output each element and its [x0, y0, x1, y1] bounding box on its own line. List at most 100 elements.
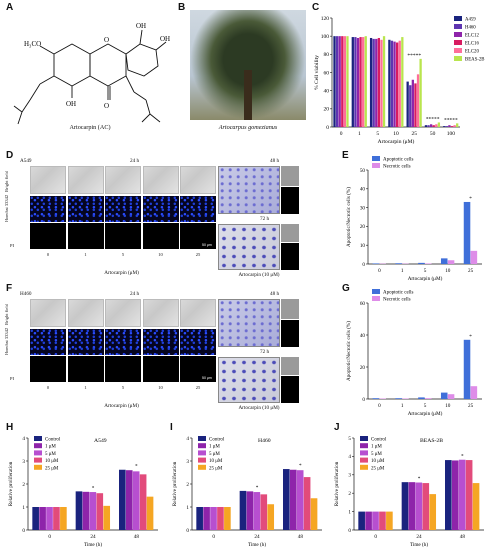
legend-label: H460 — [465, 26, 476, 31]
significance-marker: * — [135, 464, 138, 470]
x-tick-label: 0 — [378, 403, 381, 409]
dose-label-panel_d-25: 25 — [195, 251, 201, 257]
bar-i-24-2 — [253, 492, 261, 530]
bar-i-24-1 — [246, 491, 254, 530]
x-tick-label: 5 — [376, 131, 379, 137]
legend-swatch — [372, 296, 380, 301]
methoxy-label: H₃CO — [24, 40, 41, 48]
panel-label-b: B — [178, 2, 186, 13]
xlabel-10um-d: Artocarpin (10 μM) — [238, 272, 280, 278]
y-tick-label: 5 — [348, 436, 351, 442]
legend-swatch — [198, 457, 206, 463]
proliferation-chart-beas2b: 0 1 2 3 4 5 Relative proliferation Time (h) 0 24 *… — [333, 436, 484, 548]
y-axis-label: Relative proliferation — [171, 461, 178, 506]
bar-h-24-3 — [96, 493, 104, 530]
cell-line-h460: H460 — [20, 291, 32, 297]
inset-72h-a549-bottom — [281, 243, 299, 270]
bar-c-0-4 — [343, 36, 347, 127]
y-tick-label: 4 — [186, 436, 189, 442]
legend-label: Necrotic cells — [383, 298, 411, 303]
legend-swatch — [360, 436, 368, 441]
dose-label-panel_f-10: 10 — [158, 384, 163, 390]
significance-marker: ***** — [444, 117, 458, 123]
bar-g-5-1 — [425, 398, 432, 399]
xlabel-10um-f: Artocarpin (10 μM) — [238, 405, 280, 411]
x-tick-label: 50 — [430, 131, 436, 137]
micrograph-panel_d-pi-0 — [30, 223, 66, 249]
y-tick-label: 4 — [348, 454, 351, 460]
bar-h-24-4 — [103, 505, 111, 530]
bar-c-50-1 — [427, 125, 430, 127]
y-tick-label: 80 — [324, 52, 330, 58]
bar-c-5-0 — [369, 37, 373, 127]
legend-label: 10 μM — [371, 459, 385, 464]
bar-c-0-0 — [333, 36, 336, 127]
dose-label-panel_f-25: 25 — [195, 384, 201, 390]
bar-c-10-0 — [388, 39, 391, 127]
micrograph-panel_f-pi-10 — [142, 356, 179, 382]
y-tick-label: 2 — [22, 482, 25, 488]
bar-g-0-0 — [372, 398, 380, 399]
panel-label-j: J — [334, 422, 340, 433]
inset-48h-a549-bottom — [281, 187, 299, 214]
bar-c-25-2 — [411, 79, 414, 127]
xlabel-doses-f: Artocarpin (μM) — [104, 403, 139, 409]
x-tick-label: 5 — [424, 268, 427, 274]
bar-e-1-0 — [395, 263, 402, 264]
compound-name: Artocarpin (AC) — [69, 124, 111, 131]
bar-c-25-4 — [416, 74, 420, 127]
bar-e-5-1 — [425, 263, 432, 264]
micrograph-panel_d-brightfield-5 — [105, 166, 141, 194]
tree-caption: Artocarpus gomezianus — [218, 124, 278, 131]
bar-c-1-1 — [354, 37, 357, 128]
tree-photo — [190, 10, 306, 120]
legend-label: 25 μM — [209, 466, 223, 471]
y-tick-label: 2 — [186, 482, 189, 488]
oh-label-c: OH — [160, 35, 170, 43]
bar-i-24-3 — [260, 494, 268, 530]
y-tick-label: 30 — [360, 205, 366, 211]
bar-g-10-0 — [440, 392, 448, 399]
bar-i-0-4 — [224, 507, 231, 530]
bar-j-24-2 — [415, 482, 423, 530]
row-label-pi-f: PI — [10, 376, 15, 381]
micrograph-panel_d-pi-25 — [180, 223, 216, 249]
legend-swatch — [34, 436, 42, 441]
legend-swatch — [34, 450, 42, 456]
bar-c-25-0 — [406, 81, 409, 127]
bar-h-48-0 — [119, 469, 126, 530]
x-tick-label: 0 — [340, 131, 343, 137]
legend-swatch — [198, 450, 206, 456]
time-72h-d: 72 h — [260, 216, 270, 222]
micrograph-panel_d-brightfield-1 — [67, 166, 104, 194]
time-48h-d: 48 h — [270, 158, 280, 164]
x-axis-label: Artocarpin (μM) — [378, 138, 415, 145]
y-axis-label: Apoptotic/Necrotic cells (%) — [345, 187, 352, 247]
legend-label: Control — [45, 438, 61, 443]
bar-c-100-4 — [453, 125, 456, 127]
bar-e-0-0 — [372, 263, 380, 264]
dose-label-panel_f-0: 0 — [46, 384, 50, 390]
legend-swatch — [454, 40, 462, 45]
x-tick-label: 48 — [298, 534, 304, 540]
bar-g-25-0 — [463, 339, 471, 399]
bar-g-1-0 — [395, 398, 402, 399]
legend-label: ELC16 — [465, 42, 479, 47]
micrograph-panel_d-hoechst-0 — [30, 195, 66, 222]
inset-48h-h460-bottom — [281, 320, 299, 347]
bar-h-24-2 — [89, 492, 97, 530]
legend-label: Necrotic cells — [383, 165, 411, 170]
legend-swatch — [454, 24, 462, 29]
y-tick-label: 0 — [362, 397, 365, 403]
chart-title: BEAS-2B — [420, 438, 443, 444]
row-label-brightfield-d: Bright field — [4, 171, 9, 192]
y-tick-label: 0 — [186, 528, 189, 534]
bar-c-10-5 — [401, 37, 404, 128]
bar-c-10-4 — [398, 40, 401, 127]
row-label-hoechst-f: Hoechst 33342 — [4, 327, 9, 355]
y-tick-label: 20 — [360, 224, 366, 230]
artocarpin-structure: H₃CO OH O O OH OH — [13, 22, 170, 125]
y-tick-label: 40 — [360, 333, 366, 339]
x-tick-label: 25 — [468, 403, 474, 409]
bar-c-0-1 — [335, 36, 339, 127]
